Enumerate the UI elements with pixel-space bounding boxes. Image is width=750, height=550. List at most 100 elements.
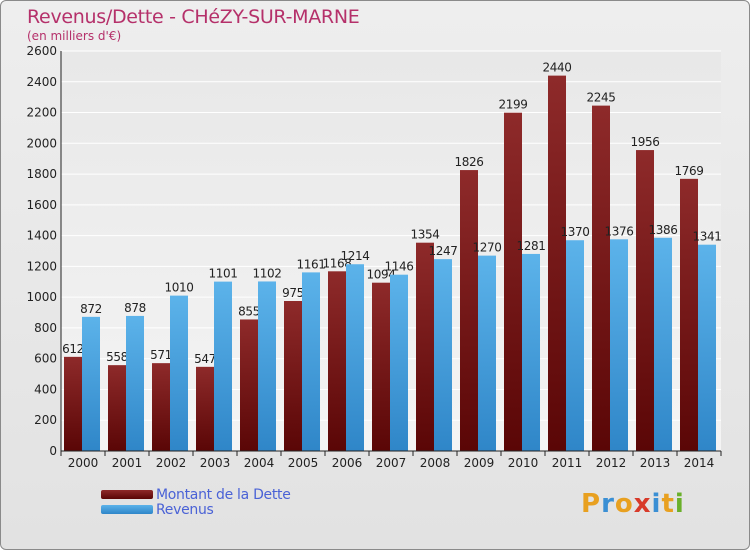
data-label: 1341 [693, 230, 722, 244]
data-label: 1826 [455, 155, 484, 169]
y-tick-label: 0 [49, 444, 57, 458]
y-axis: 0 200 400 600 800 1000 1200 1400 1600 1800 2000 220… [26, 44, 62, 458]
data-label: 2245 [587, 91, 616, 105]
bar-dette [548, 75, 566, 451]
logo-letter: t [661, 489, 675, 519]
x-tick-label: 2004 [244, 456, 275, 470]
x-tick-label: 2013 [640, 456, 671, 470]
x-tick-label: 2006 [332, 456, 363, 470]
data-label: 1146 [385, 260, 414, 274]
legend-label-revenus: Revenus [156, 501, 214, 518]
data-label: 1956 [631, 135, 660, 149]
legend-item-dette: Montant de la Dette [101, 486, 291, 503]
x-tick-label: 2002 [156, 456, 187, 470]
bar-revenus [390, 274, 408, 451]
bar-revenus [170, 295, 188, 451]
x-tick-label: 2000 [68, 456, 99, 470]
bar-dette [636, 150, 654, 452]
data-label: 547 [194, 352, 216, 366]
x-axis: 2000 2001 2002 2003 2004 2005 2006 2007 2008 2009… [60, 450, 722, 470]
data-label: 872 [80, 302, 102, 316]
legend-swatch-revenus [101, 505, 153, 514]
bar-dette [152, 363, 170, 451]
data-label: 1168 [323, 256, 352, 270]
y-tick-label: 1600 [26, 198, 57, 212]
bar-dette [372, 282, 390, 451]
data-label: 1247 [429, 244, 458, 258]
bar-revenus [434, 259, 452, 451]
x-tick-label: 2007 [376, 456, 407, 470]
x-tick-label: 2014 [684, 456, 715, 470]
logo-letter: r [601, 489, 615, 519]
y-tick-label: 1200 [26, 259, 57, 273]
chart-subtitle: (en milliers d'€) [27, 29, 122, 43]
y-tick-label: 1400 [26, 229, 57, 243]
y-tick-label: 200 [34, 413, 57, 427]
y-tick-label: 400 [34, 382, 57, 396]
y-tick-label: 2400 [26, 75, 57, 89]
legend-swatch-dette [101, 490, 153, 499]
data-label: 1270 [473, 241, 502, 255]
x-tick-label: 2011 [552, 456, 583, 470]
data-label: 612 [62, 342, 84, 356]
data-label: 1376 [605, 224, 634, 238]
x-tick-label: 2009 [464, 456, 495, 470]
bar-dette [196, 366, 214, 451]
data-label: 1094 [367, 268, 396, 282]
bar-dette [680, 178, 698, 451]
y-tick-label: 2200 [26, 106, 57, 120]
data-label: 1161 [297, 257, 326, 271]
bar-dette [592, 105, 610, 451]
data-label: 1354 [411, 228, 440, 242]
data-label: 2440 [543, 61, 572, 75]
data-label: 1010 [165, 281, 194, 295]
bar-revenus [126, 315, 144, 451]
y-tick-label: 600 [34, 352, 57, 366]
data-label: 855 [238, 304, 260, 318]
x-tick-label: 2003 [200, 456, 231, 470]
data-label: 571 [150, 348, 172, 362]
bar-revenus [214, 281, 232, 451]
y-tick-label: 2000 [26, 136, 57, 150]
bar-revenus [258, 281, 276, 451]
bar-dette [460, 170, 478, 452]
data-label: 1102 [253, 266, 282, 280]
logo-letter: i [651, 489, 662, 519]
bar-revenus [654, 237, 672, 451]
data-label: 1370 [561, 225, 590, 239]
legend-label-dette: Montant de la Dette [156, 486, 291, 503]
logo-letter: P [581, 489, 602, 519]
bar-dette [64, 356, 82, 451]
y-tick-label: 1000 [26, 290, 57, 304]
x-tick-label: 2008 [420, 456, 451, 470]
proxiti-logo: Proxiti [581, 489, 685, 519]
bar-revenus [346, 264, 364, 451]
data-label: 1386 [649, 223, 678, 237]
bar-revenus [302, 272, 320, 451]
bar-dette [108, 365, 126, 451]
bar-revenus [478, 255, 496, 451]
x-tick-label: 2001 [112, 456, 143, 470]
x-tick-label: 2012 [596, 456, 627, 470]
data-label: 975 [282, 286, 304, 300]
x-tick-label: 2005 [288, 456, 319, 470]
y-tick-label: 800 [34, 321, 57, 335]
legend-item-revenus: Revenus [101, 501, 291, 518]
bar-revenus [698, 244, 716, 451]
bar-revenus [566, 240, 584, 451]
logo-letter: x [633, 489, 652, 519]
data-label: 1214 [341, 249, 370, 263]
bar-dette [416, 242, 434, 451]
y-tick-label: 1800 [26, 167, 57, 181]
legend: Montant de la Dette Revenus [101, 486, 291, 518]
bar-revenus [610, 239, 628, 451]
bar-revenus [82, 316, 100, 451]
x-tick-label: 2010 [508, 456, 539, 470]
data-label: 558 [106, 350, 128, 364]
bar-dette [328, 271, 346, 451]
data-label: 1281 [517, 239, 546, 253]
bar-dette [240, 319, 258, 451]
